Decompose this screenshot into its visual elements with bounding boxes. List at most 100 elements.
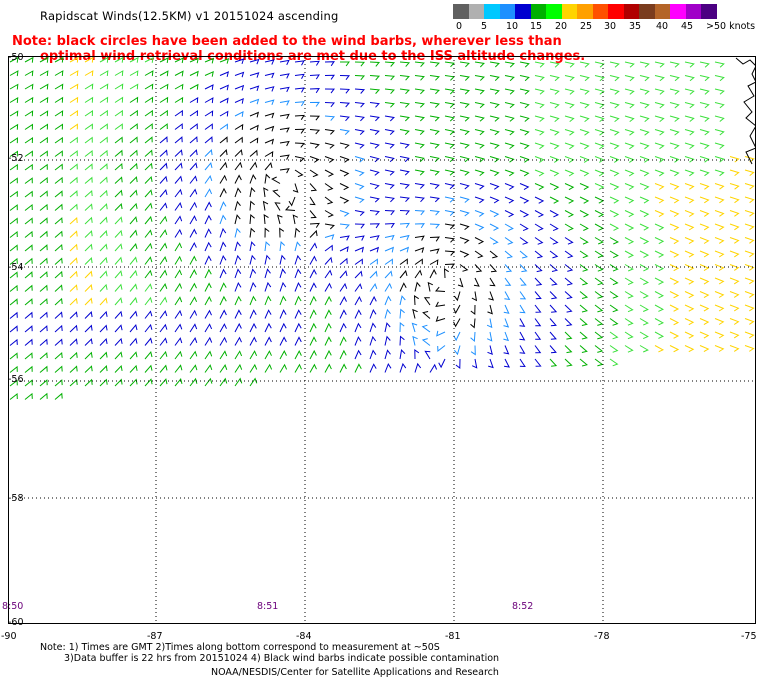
- wind-barb: [729, 318, 740, 325]
- wind-barb: [114, 56, 124, 63]
- wind-barb: [639, 156, 650, 163]
- wind-barb: [489, 250, 499, 259]
- wind-barb: [594, 237, 604, 245]
- wind-barb: [564, 304, 573, 313]
- wind-barb: [189, 337, 198, 346]
- wind-barb: [714, 210, 725, 217]
- colorbar-swatch: [639, 4, 656, 19]
- wind-barb: [414, 169, 425, 176]
- wind-barb: [144, 351, 153, 360]
- wind-barb: [309, 60, 320, 66]
- wind-barb: [564, 196, 575, 204]
- wind-barb: [474, 210, 485, 217]
- wind-barb: [470, 345, 476, 356]
- wind-barb: [159, 364, 168, 373]
- wind-barb: [534, 61, 545, 68]
- wind-barb: [99, 149, 108, 157]
- wind-barb: [369, 183, 380, 190]
- wind-barb: [729, 237, 740, 244]
- wind-barb: [84, 123, 93, 130]
- wind-barb: [339, 235, 350, 241]
- colorbar-label: 10: [506, 21, 519, 32]
- wind-barb: [504, 129, 515, 136]
- wind-barb: [309, 169, 319, 178]
- wind-barb: [519, 318, 526, 327]
- wind-barb: [654, 183, 665, 190]
- wind-barb: [9, 123, 19, 130]
- wind-barb: [129, 243, 138, 252]
- wind-barb: [414, 142, 425, 149]
- wind-barb: [249, 213, 255, 225]
- wind-barb: [699, 345, 710, 353]
- wind-barb: [129, 149, 138, 157]
- wind-barb: [249, 241, 256, 252]
- wind-barb: [471, 358, 478, 369]
- wind-barb: [504, 75, 515, 82]
- wind-barb: [324, 322, 332, 333]
- wind-barb: [609, 291, 619, 299]
- colorbar-label: 25: [580, 21, 593, 32]
- wind-barb: [488, 291, 495, 301]
- wind-barb: [234, 161, 243, 171]
- wind-barb: [249, 137, 259, 144]
- wind-barb: [99, 203, 108, 211]
- wind-barb: [84, 96, 94, 103]
- wind-barb: [264, 227, 270, 238]
- wind-barb: [744, 169, 755, 176]
- wind-barb: [84, 70, 94, 77]
- wind-barb: [159, 136, 168, 144]
- wind-barb: [189, 241, 197, 252]
- wind-barb: [412, 335, 418, 346]
- wind-barb: [9, 325, 18, 333]
- wind-barb: [249, 377, 258, 387]
- wind-barb: [204, 268, 212, 279]
- wind-barb: [714, 196, 725, 204]
- wind-barb: [429, 169, 440, 176]
- wind-barb: [399, 222, 410, 228]
- wind-barb: [234, 363, 243, 373]
- wind-barb: [564, 237, 574, 245]
- wind-barb: [624, 169, 635, 177]
- wind-barb: [204, 309, 212, 319]
- wind-barb: [264, 268, 271, 279]
- wind-barb: [129, 256, 138, 265]
- time-label-0851: 8:51: [257, 601, 279, 612]
- wind-barb: [84, 83, 94, 90]
- wind-barb: [669, 277, 680, 285]
- wind-barb: [579, 129, 590, 136]
- wind-barb: [174, 323, 183, 333]
- wind-barb: [174, 175, 183, 184]
- wind-barb: [24, 177, 33, 184]
- wind-barb: [24, 284, 33, 292]
- wind-barb: [413, 295, 419, 306]
- wind-barb: [39, 365, 48, 373]
- wind-barb: [564, 291, 573, 300]
- wind-barb: [264, 336, 272, 346]
- credit-line: NOAA/NESDIS/Center for Satellite Applica…: [211, 667, 499, 678]
- wind-barb: [549, 277, 558, 286]
- wind-barb: [114, 136, 123, 144]
- wind-barb: [714, 129, 725, 136]
- wind-barb: [744, 237, 755, 244]
- wind-barb: [639, 210, 650, 218]
- wind-barb: [534, 291, 542, 300]
- wind-barb: [444, 263, 455, 269]
- wind-barb: [594, 223, 605, 231]
- wind-barb: [654, 88, 665, 95]
- contamination-note-line1: Note: black circles have been added to t…: [12, 34, 562, 49]
- wind-barb: [369, 223, 380, 229]
- wind-barb: [309, 255, 317, 265]
- wind-barb: [309, 222, 320, 228]
- wind-barb: [249, 309, 257, 319]
- wind-barb: [69, 365, 78, 373]
- wind-barb: [24, 298, 33, 306]
- wind-barb: [39, 70, 49, 77]
- wind-barb: [354, 210, 365, 216]
- wind-barb: [594, 331, 604, 340]
- wind-barb: [714, 223, 725, 231]
- colorbar-swatch: [453, 4, 470, 19]
- wind-barb: [549, 358, 558, 367]
- colorbar-swatch: [577, 4, 594, 19]
- wind-barb: [114, 216, 123, 225]
- wind-barb: [249, 149, 258, 157]
